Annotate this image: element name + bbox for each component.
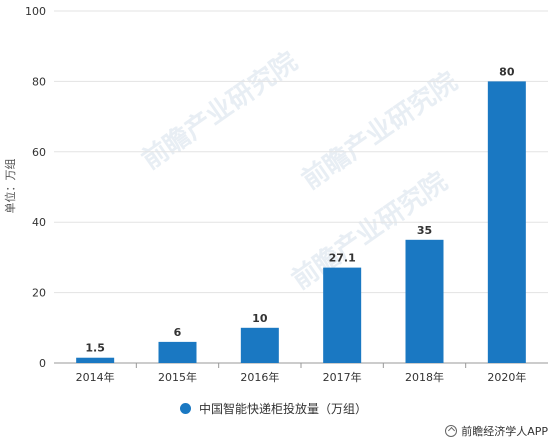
y-tick-label: 100 [25,5,46,18]
x-tick-label: 2014年 [76,370,115,384]
x-tick-label: 2020年 [487,370,526,384]
bar [76,357,115,363]
bar [405,239,444,363]
y-axis: 0 20 40 60 80 100 [25,5,46,370]
y-axis-label: 单位：万组 [3,159,17,214]
x-tick-label: 2018年 [405,370,444,384]
y-tick-label: 60 [32,146,46,159]
gridlines [54,10,548,364]
legend[interactable]: 中国智能快递柜投放量（万组） [180,398,367,418]
source-credit: 前瞻经济学人APP [445,423,548,439]
data-label: 80 [499,65,515,78]
x-axis: 2014年 2015年 2016年 2017年 2018年 2020年 [76,363,526,384]
credit-text: 前瞻经济学人APP [461,425,548,438]
data-label: 6 [174,326,182,339]
data-label: 27.1 [329,252,356,265]
y-tick-label: 80 [32,75,46,88]
bars: 1.5 6 10 27.1 35 80 [76,65,526,364]
app-logo-icon [445,425,458,437]
legend-label: 中国智能快递柜投放量（万组） [199,401,368,416]
y-tick-label: 40 [32,216,46,229]
x-tick-label: 2016年 [240,370,279,384]
bar [158,341,197,363]
y-tick-label: 20 [32,287,46,300]
x-tick-label: 2017年 [323,370,362,384]
y-tick-label: 0 [39,357,46,370]
data-label: 10 [252,312,268,325]
data-label: 35 [417,224,432,237]
watermark-text: 前瞻产业研究院 [136,46,303,176]
bar [487,81,526,364]
data-label: 1.5 [85,342,105,355]
x-tick-label: 2015年 [158,370,197,384]
legend-marker [180,402,191,414]
bar [323,267,362,363]
bar [240,327,279,363]
